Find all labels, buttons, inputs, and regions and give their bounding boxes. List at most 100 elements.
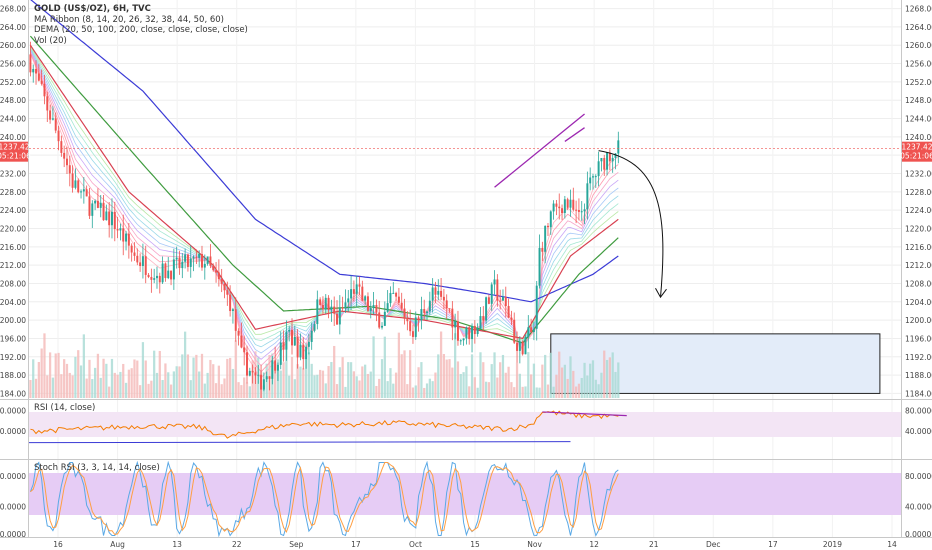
candle-body [563,199,566,213]
candle-body [490,284,493,304]
rsi-trendline-bottom[interactable] [29,441,571,444]
volume-bar [217,365,220,398]
volume-bar [380,359,384,398]
price-tick-left: 1184.00 [0,389,26,398]
symbol-title[interactable]: GOLD (US$/OZ), 6H, TVC [34,4,151,14]
volume-bar [105,363,108,398]
candle-body [530,327,533,332]
price-tick-right: 1268.00 [905,5,932,14]
legend-dema[interactable]: DEMA (20, 50, 100, 200, close, close, cl… [34,25,248,35]
volume-bar [226,358,229,398]
price-tick-right: 1232.00 [905,170,932,179]
volume-bar [307,352,311,398]
volume-bar [96,353,100,398]
candle-body [254,372,257,376]
volume-bar [603,350,606,398]
candle-body [139,262,142,267]
candle-body [594,176,597,178]
volume-bar [355,376,358,398]
candle-body [355,284,358,294]
candle-body [167,270,170,279]
volume-bar [74,356,77,398]
candle-body [246,352,248,376]
forecast-arrow[interactable] [598,150,664,298]
volume-bar [327,366,330,398]
volume-bar [482,362,485,398]
volume-bar [439,331,443,398]
candle-body [153,278,156,280]
volume-bar [423,387,426,398]
candle-body [299,344,302,358]
candle-body [321,304,324,310]
candle-body [378,312,381,328]
candle-body [293,336,296,346]
candle-body [156,275,158,279]
volume-bar [144,360,147,398]
candle-body [366,296,369,311]
candle-body [274,360,277,371]
candle-body [206,256,209,264]
candle-body [307,341,310,347]
time-tick: 2019 [823,540,842,549]
candle-body [60,141,63,153]
volume-bar [243,377,246,398]
volume-bar [161,380,164,398]
legend-ma-ribbon[interactable]: MA Ribbon (8, 14, 20, 26, 32, 38, 44, 50… [34,14,224,25]
candle-body [352,289,355,294]
rsi-trendline-top[interactable] [542,411,627,417]
volume-bar [203,383,206,398]
legend-volume[interactable]: Vol (20) [34,35,67,46]
volume-bar [532,363,536,398]
stoch-tick-left: 80.0000 [0,472,26,481]
candle-body [119,228,122,231]
candlesticks [29,41,620,398]
volume-bar [48,352,52,398]
price-tick-left: 1216.00 [0,243,26,252]
volume-bar [228,357,232,398]
volume-bar [231,368,235,398]
stoch-pane-label[interactable]: Stoch RSI (3, 3, 14, 14, close) [34,463,160,473]
candle-body [296,336,299,358]
volume-bar [504,372,507,398]
rising-trendline-upper[interactable] [564,127,585,142]
volume-bar [68,372,71,398]
volume-bar [172,371,175,398]
candle-body [99,202,102,208]
candle-body [186,254,189,267]
candle-body [237,330,240,336]
candle-body [147,274,150,277]
candle-body [181,261,184,269]
candle-body [358,284,361,287]
candle-body [549,211,552,228]
volume-bar [178,366,181,398]
rsi-tick-left: 40.0000 [0,427,26,436]
forecast-arrow-head [655,287,667,299]
chart-legend: GOLD (US$/OZ), 6H, TVC MA Ribbon (8, 14,… [34,4,248,46]
volume-bar [507,366,510,398]
volume-bar [296,364,299,398]
candle-body [608,152,611,162]
time-tick: 17 [351,540,361,549]
volume-bar [386,381,389,398]
candle-body [68,165,71,174]
last-price-badge-right: 1237.42 05:21:06 [900,141,932,162]
volume-bar [487,382,491,398]
volume-bar [535,387,538,398]
volume-bar [549,352,552,398]
candle-body [192,256,195,259]
candle-body [428,300,431,312]
rsi-pane-label[interactable]: RSI (14, close) [34,403,96,413]
candle-body [400,302,403,309]
volume-bar [147,383,150,398]
volume-bar [293,379,296,398]
candle-body [51,118,54,120]
target-zone-rectangle[interactable] [550,333,881,394]
candle-body [285,331,288,350]
candle-body [361,286,364,301]
volume-bar [285,339,288,398]
rising-trendline-lower[interactable] [494,113,585,188]
candle-body [302,344,305,360]
volume-bar [206,372,209,398]
candle-body [606,152,609,170]
